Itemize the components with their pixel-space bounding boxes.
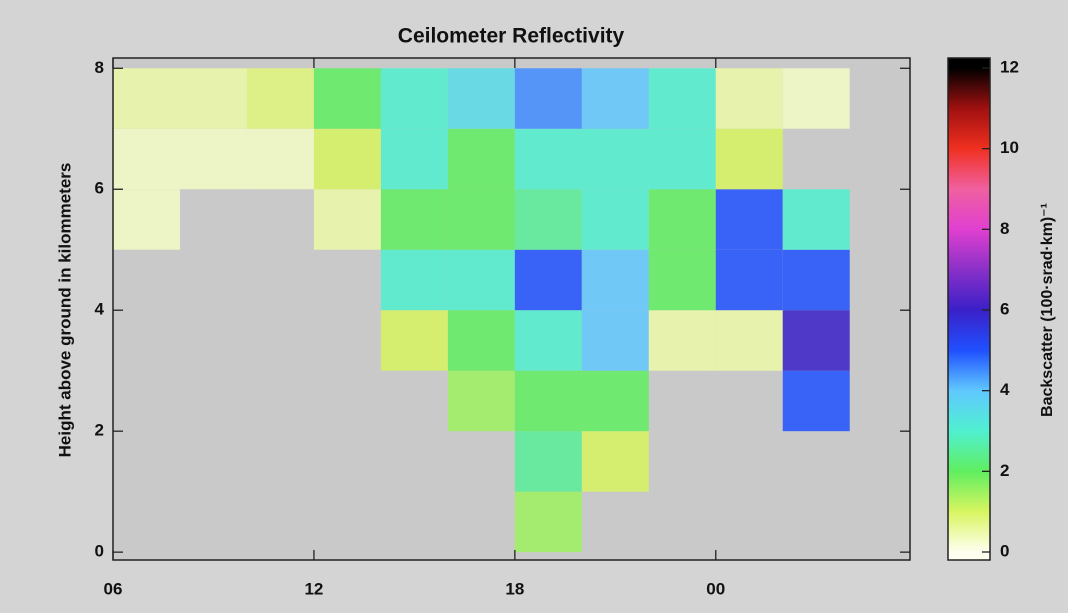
heatmap-cell xyxy=(447,68,515,129)
heatmap-cell xyxy=(313,189,381,250)
heatmap-cell xyxy=(514,249,582,311)
colorbar-tick-label: 6 xyxy=(1000,299,1009,318)
heatmap-cell xyxy=(447,189,515,250)
heatmap-cell xyxy=(715,249,783,311)
heatmap-cell xyxy=(514,310,582,371)
heatmap-cell xyxy=(514,189,582,250)
y-tick-label: 2 xyxy=(95,421,104,440)
heatmap-cell xyxy=(380,128,448,190)
heatmap-cell xyxy=(447,249,515,311)
heatmap-cell xyxy=(648,68,716,129)
heatmap-cell xyxy=(581,189,649,250)
heatmap-cell xyxy=(447,370,515,432)
y-tick-label: 4 xyxy=(95,300,105,319)
heatmap-cell xyxy=(380,189,448,250)
heatmap-cell xyxy=(514,128,582,190)
heatmap-cell xyxy=(782,249,850,311)
heatmap-cell xyxy=(113,189,180,250)
heatmap-cell xyxy=(782,370,850,432)
x-tick-label: 12 xyxy=(304,579,323,598)
heatmap-cell xyxy=(715,68,783,129)
y-tick-label: 0 xyxy=(95,542,104,561)
heatmap-cell xyxy=(782,189,850,250)
plot-frame xyxy=(112,57,911,561)
heatmap xyxy=(113,68,850,553)
heatmap-cell xyxy=(581,249,649,311)
colorbar-tick-label: 0 xyxy=(1000,541,1009,560)
colorbar-tick-label: 4 xyxy=(1000,380,1010,399)
colorbar xyxy=(947,57,991,561)
heatmap-cell xyxy=(380,249,448,311)
heatmap-cell xyxy=(648,249,716,311)
heatmap-cell xyxy=(447,128,515,190)
heatmap-cell xyxy=(514,370,582,432)
heatmap-cell xyxy=(246,128,314,190)
colorbar-tick-label: 10 xyxy=(1000,138,1019,157)
x-tick-label: 18 xyxy=(505,579,524,598)
x-tick-label: 00 xyxy=(706,579,725,598)
colorbar-label: Backscatter (100·srad·km)⁻¹ xyxy=(1039,203,1056,417)
heatmap-cell xyxy=(648,310,716,371)
heatmap-cell xyxy=(380,68,448,129)
y-axis-label: Height above ground in kilommeters xyxy=(55,163,74,458)
heatmap-cell xyxy=(715,189,783,250)
chart-title: Ceilometer Reflectivity xyxy=(398,25,625,48)
heatmap-cell xyxy=(246,68,314,129)
heatmap-cell xyxy=(581,128,649,190)
heatmap-cell xyxy=(380,310,448,371)
heatmap-cell xyxy=(715,310,783,371)
heatmap-cell xyxy=(113,128,180,190)
heatmap-cell xyxy=(313,128,381,190)
y-tick-label: 8 xyxy=(95,58,104,77)
heatmap-cell xyxy=(581,310,649,371)
heatmap-cell xyxy=(447,310,515,371)
heatmap-cell xyxy=(581,68,649,129)
heatmap-cell xyxy=(782,310,850,371)
heatmap-cell xyxy=(648,189,716,250)
colorbar-tick-label: 2 xyxy=(1000,461,1009,480)
heatmap-cell xyxy=(715,128,783,190)
heatmap-cell xyxy=(581,370,649,432)
heatmap-cell xyxy=(313,68,381,129)
heatmap-cell xyxy=(648,128,716,190)
y-tick-label: 6 xyxy=(95,179,104,198)
heatmap-cell xyxy=(113,68,180,129)
heatmap-cell xyxy=(782,68,850,129)
heatmap-cell xyxy=(514,68,582,129)
heatmap-cell xyxy=(514,491,582,553)
colorbar-tick-label: 8 xyxy=(1000,219,1009,238)
heatmap-cell xyxy=(179,128,247,190)
x-tick-label: 06 xyxy=(104,579,123,598)
heatmap-cell xyxy=(581,431,649,492)
heatmap-cell xyxy=(179,68,247,129)
colorbar-tick-label: 12 xyxy=(1000,57,1019,76)
heatmap-cell xyxy=(514,431,582,492)
